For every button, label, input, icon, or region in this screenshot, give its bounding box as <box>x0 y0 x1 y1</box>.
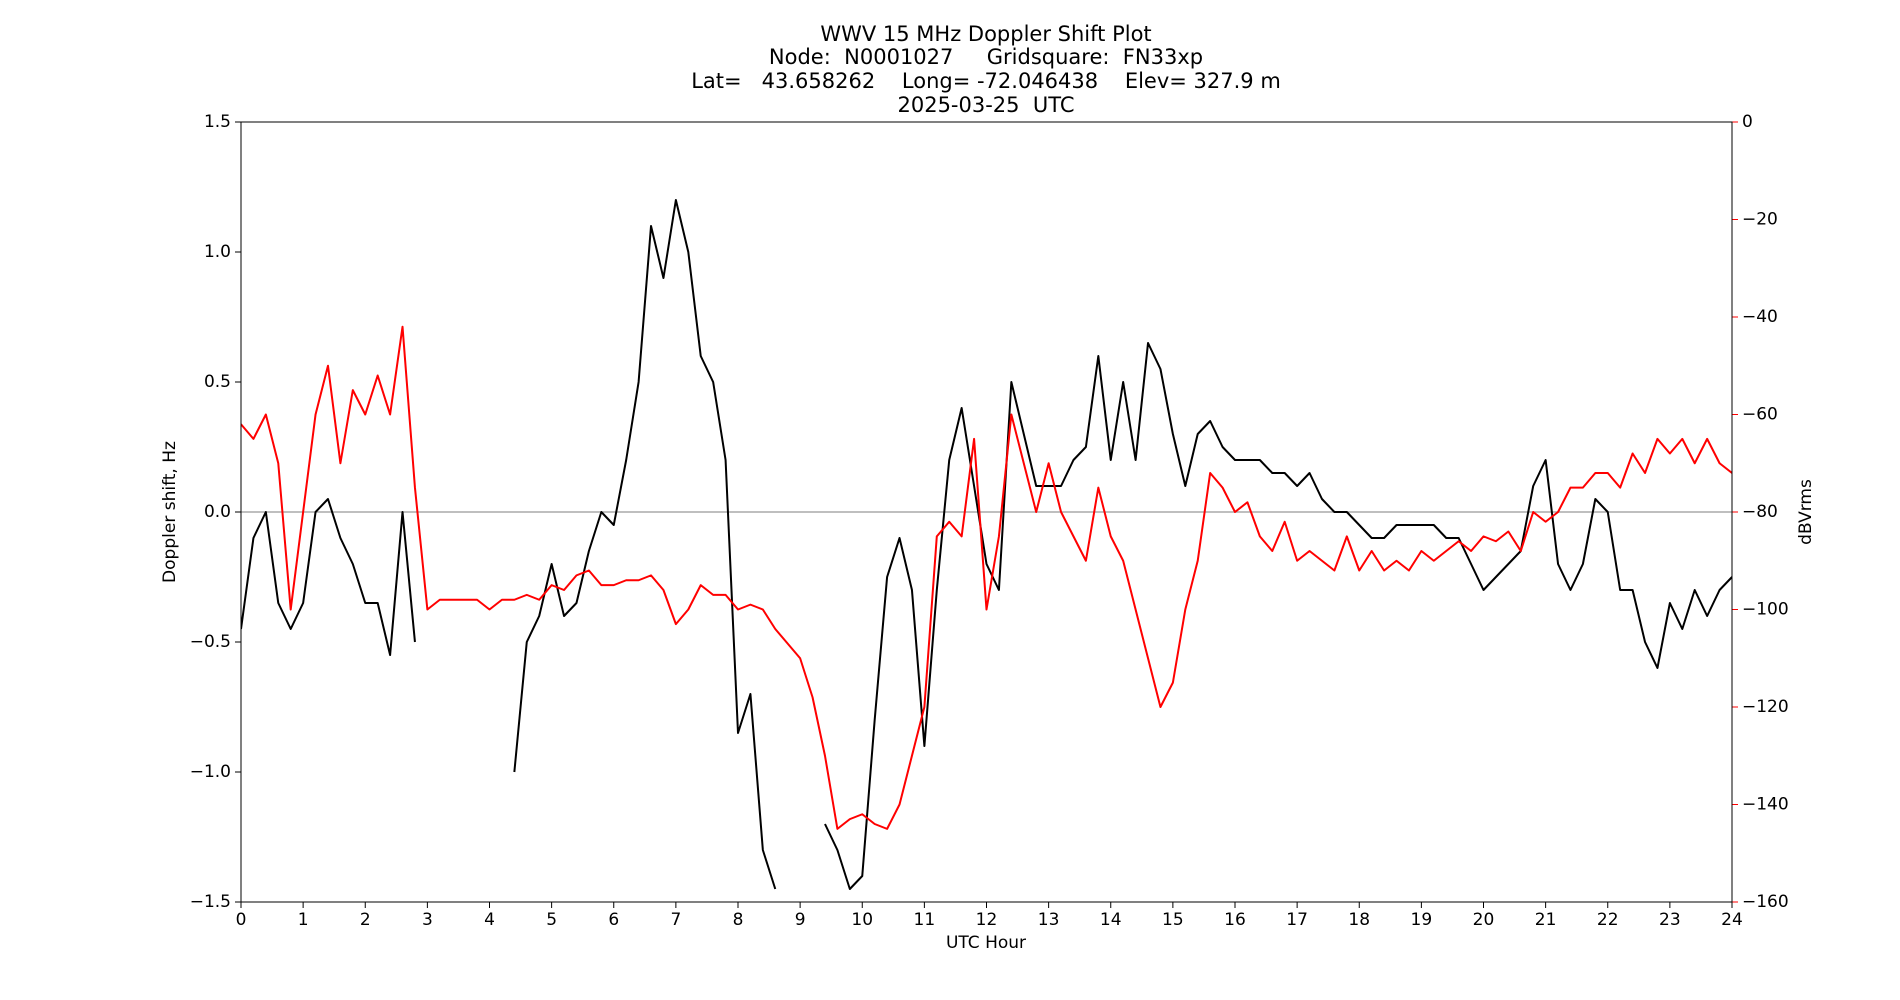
chart-title: WWV 15 MHz Doppler Shift Plot <box>820 22 1151 46</box>
chart-subtitle: Lat= 43.658262 Long= -72.046438 Elev= 32… <box>691 69 1281 93</box>
x-tick-label: 20 <box>1473 910 1495 930</box>
x-tick-label: 16 <box>1224 910 1246 930</box>
plot-area <box>241 199 1732 890</box>
plot-frame <box>240 121 1733 903</box>
chart-subtitle: Node: N0001027 Gridsquare: FN33xp <box>769 45 1203 69</box>
y2-tick-label: −60 <box>1742 405 1778 425</box>
x-axis-label: UTC Hour <box>946 933 1026 953</box>
y-axis-label: Doppler shift, Hz <box>160 441 180 583</box>
x-tick-label: 1 <box>298 910 309 930</box>
series-line <box>241 199 1732 890</box>
y2-tick-label: −100 <box>1742 600 1789 620</box>
x-tick-label: 3 <box>422 910 433 930</box>
x-tick-label: 23 <box>1659 910 1681 930</box>
x-tick-label: 21 <box>1535 910 1557 930</box>
x-tick-label: 6 <box>608 910 619 930</box>
x-tick-label: 14 <box>1100 910 1122 930</box>
x-tick-label: 22 <box>1597 910 1619 930</box>
x-tick-label: 9 <box>795 910 806 930</box>
y2-tick-label: −160 <box>1742 892 1789 912</box>
y-tick-label: 0.5 <box>204 372 231 392</box>
x-tick-label: 19 <box>1411 910 1433 930</box>
y-tick-label: −1.0 <box>190 762 231 782</box>
series-line <box>241 325 1732 830</box>
y-tick-label: 0.0 <box>204 502 231 522</box>
y2-axis-label: dBVrms <box>1796 479 1816 545</box>
x-tick-label: 4 <box>484 910 495 930</box>
y-tick-label: −0.5 <box>190 632 231 652</box>
x-tick-label: 13 <box>1038 910 1060 930</box>
x-tick-label: 15 <box>1162 910 1184 930</box>
y-tick-label: 1.5 <box>204 112 231 132</box>
x-tick-label: 12 <box>976 910 998 930</box>
y2-tick-label: −120 <box>1742 697 1789 717</box>
y-tick-label: −1.5 <box>190 892 231 912</box>
y2-tick-label: −20 <box>1742 210 1778 230</box>
y2-tick-label: 0 <box>1742 112 1753 132</box>
y2-tick-label: −40 <box>1742 307 1778 327</box>
x-tick-label: 10 <box>851 910 873 930</box>
x-tick-label: 5 <box>546 910 557 930</box>
x-tick-label: 7 <box>670 910 681 930</box>
x-tick-label: 0 <box>236 910 247 930</box>
x-tick-label: 17 <box>1286 910 1308 930</box>
x-tick-label: 24 <box>1721 910 1743 930</box>
x-tick-label: 8 <box>733 910 744 930</box>
y-tick-label: 1.0 <box>204 242 231 262</box>
x-tick-label: 18 <box>1348 910 1370 930</box>
y2-tick-label: −140 <box>1742 795 1789 815</box>
x-tick-label: 11 <box>914 910 936 930</box>
x-tick-label: 2 <box>360 910 371 930</box>
y2-tick-label: −80 <box>1742 502 1778 522</box>
chart-subtitle: 2025-03-25 UTC <box>897 93 1074 117</box>
